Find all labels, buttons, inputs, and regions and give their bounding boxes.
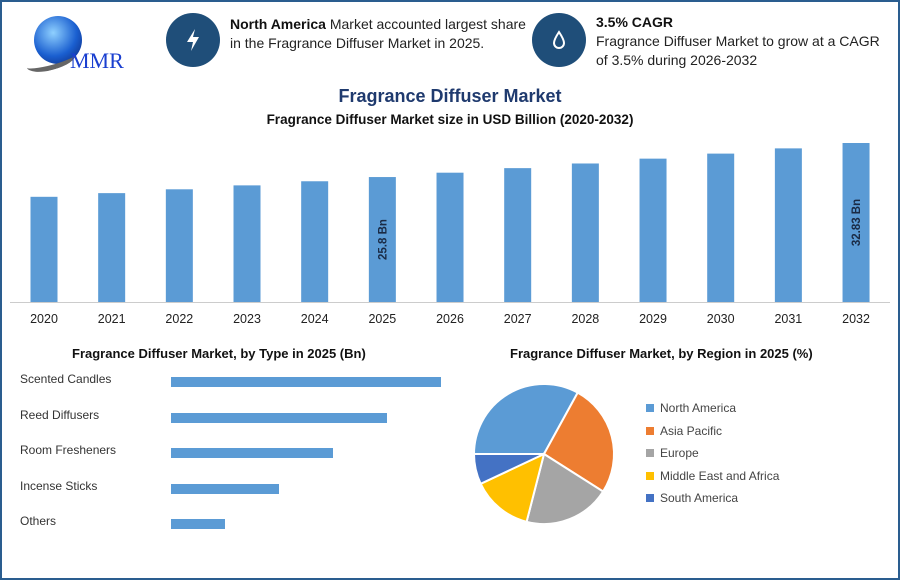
legend-label: North America [660, 401, 737, 415]
bar-2020 [30, 196, 58, 302]
highlight-north-america: North America Market accounted largest s… [230, 16, 526, 51]
bar-2032 [842, 143, 870, 302]
region-pie-chart [472, 383, 615, 525]
x-tick-2020: 2020 [30, 312, 58, 326]
legend-swatch [646, 426, 654, 435]
pie-slice-europe [525, 452, 605, 525]
legend-label: Middle East and Africa [660, 468, 780, 483]
pie-slice-south-america [472, 453, 545, 486]
bar-2026 [436, 172, 464, 302]
bar-2025 [368, 177, 396, 302]
chart-title: Fragrance Diffuser Market [338, 86, 562, 106]
x-tick-2024: 2024 [301, 312, 329, 326]
legend-swatch [646, 449, 654, 457]
bar-2024 [301, 181, 329, 302]
x-tick-2027: 2027 [504, 312, 532, 326]
x-tick-2031: 2031 [774, 312, 802, 326]
legend-item: North America [646, 401, 736, 415]
type-bar [171, 412, 387, 423]
type-chart-title: Fragrance Diffuser Market, by Type in 20… [72, 346, 366, 361]
bar-2022 [165, 189, 193, 302]
legend-swatch [646, 404, 654, 412]
type-bar [171, 519, 225, 529]
legend-label: South America [660, 491, 739, 505]
bar-2028 [571, 163, 599, 302]
bar-2023 [233, 185, 261, 302]
type-bar [171, 483, 279, 494]
data-label-2032: 32.83 Bn [851, 199, 863, 246]
x-tick-2022: 2022 [165, 312, 193, 326]
bar-2030 [707, 153, 735, 302]
type-bar [171, 448, 333, 458]
bar-2027 [504, 168, 532, 302]
pie-slice-north-america [472, 383, 580, 455]
legend-swatch [646, 471, 654, 480]
type-label: Reed Diffusers [20, 407, 100, 422]
x-tick-2028: 2028 [571, 312, 599, 326]
bar-2021 [98, 193, 126, 302]
type-label: Scented Candles [20, 372, 112, 386]
legend-swatch [646, 494, 654, 502]
pie-slice-middle-east-and-africa [479, 452, 546, 524]
type-label: Incense Sticks [20, 478, 98, 493]
legend-label: Europe [660, 446, 699, 460]
legend-item: South America [646, 491, 738, 505]
type-label: Room Fresheners [20, 443, 117, 457]
data-label-2025: 25.8 Bn [377, 219, 389, 260]
region-chart-title: Fragrance Diffuser Market, by Region in … [510, 346, 813, 361]
logo-text: MMR [70, 48, 124, 73]
legend-item: Middle East and Africa [646, 469, 779, 483]
market-size-bar-chart: 2020 2021 2022 2023 2024 2025 25.8 Bn 2026 2027 2… [10, 143, 890, 326]
x-tick-2023: 2023 [233, 312, 261, 326]
type-bar [171, 377, 441, 387]
drop-icon [532, 13, 586, 67]
mmr-logo: MMR [22, 12, 142, 77]
pie-slice-asia-pacific [542, 391, 615, 493]
x-tick-2025: 2025 [368, 312, 396, 326]
type-label: Others [20, 514, 57, 528]
bar-2031 [774, 148, 802, 302]
x-tick-2032: 2032 [842, 312, 870, 326]
highlight-cagr: 3.5% CAGR Fragrance Diffuser Market to gr… [596, 14, 880, 68]
x-tick-2029: 2029 [639, 312, 667, 326]
lightning-icon [166, 13, 220, 67]
legend-item: Asia Pacific [646, 424, 722, 438]
x-tick-2026: 2026 [436, 312, 464, 326]
bar-2029 [639, 158, 667, 302]
x-tick-2021: 2021 [98, 312, 126, 326]
x-tick-2030: 2030 [707, 312, 735, 326]
legend-label: Asia Pacific [660, 423, 723, 438]
globe-icon [34, 16, 82, 64]
chart-subtitle: Fragrance Diffuser Market size in USD Bi… [266, 112, 634, 127]
legend-item: Europe [646, 446, 699, 460]
